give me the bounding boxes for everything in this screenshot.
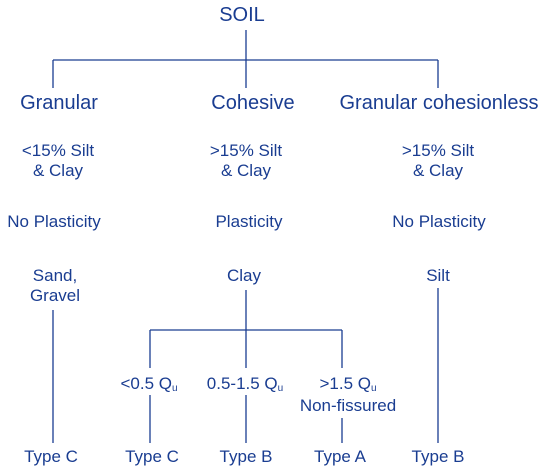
type-silt: Type B <box>411 447 465 466</box>
type-high-strength: Type A <box>314 447 366 466</box>
type-mid-strength: Type B <box>219 447 273 466</box>
plasticity-cohesive: Plasticity <box>215 212 283 231</box>
category-cohesive: Cohesive <box>211 92 295 114</box>
strength-low-text: <0.5 Q <box>120 374 172 393</box>
fines-line: >15% Silt <box>401 141 475 160</box>
plasticity-cohesionless: No Plasticity <box>392 212 486 231</box>
category-granular: Granular <box>20 92 98 114</box>
fines-line: & Clay <box>32 161 84 180</box>
strength-high: >1.5 Qu <box>319 374 376 394</box>
fines-line: & Clay <box>412 161 464 180</box>
strength-high-note: Non-fissured <box>299 396 397 415</box>
strength-high-subscript: u <box>370 383 377 394</box>
fines-granular: <15% Silt & Clay <box>22 141 94 181</box>
root-label: SOIL <box>219 4 265 26</box>
type-low-strength: Type C <box>125 447 179 466</box>
strength-mid: 0.5-1.5 Qu <box>207 374 283 394</box>
fines-line: >15% Silt <box>209 141 283 160</box>
fines-line: <15% Silt <box>21 141 95 160</box>
strength-mid-text: 0.5-1.5 Q <box>206 374 278 393</box>
material-cohesionless: Silt <box>426 266 450 286</box>
type-granular: Type C <box>24 447 78 466</box>
fines-cohesionless: >15% Silt & Clay <box>402 141 474 181</box>
material-line: Clay <box>226 266 262 285</box>
category-granular-cohesionless: Granular cohesionless <box>339 92 539 114</box>
fines-cohesive: >15% Silt & Clay <box>210 141 282 181</box>
strength-high-text: >1.5 Q <box>319 374 371 393</box>
material-granular: Sand, Gravel <box>30 266 80 306</box>
material-line: Gravel <box>29 286 81 305</box>
material-line: Sand, <box>32 266 78 285</box>
strength-mid-subscript: u <box>277 383 284 394</box>
material-line: Silt <box>426 266 450 285</box>
plasticity-granular: No Plasticity <box>7 212 101 231</box>
fines-line: & Clay <box>220 161 272 180</box>
strength-low: <0.5 Qu <box>120 374 177 394</box>
material-cohesive: Clay <box>227 266 261 286</box>
strength-low-subscript: u <box>171 383 178 394</box>
